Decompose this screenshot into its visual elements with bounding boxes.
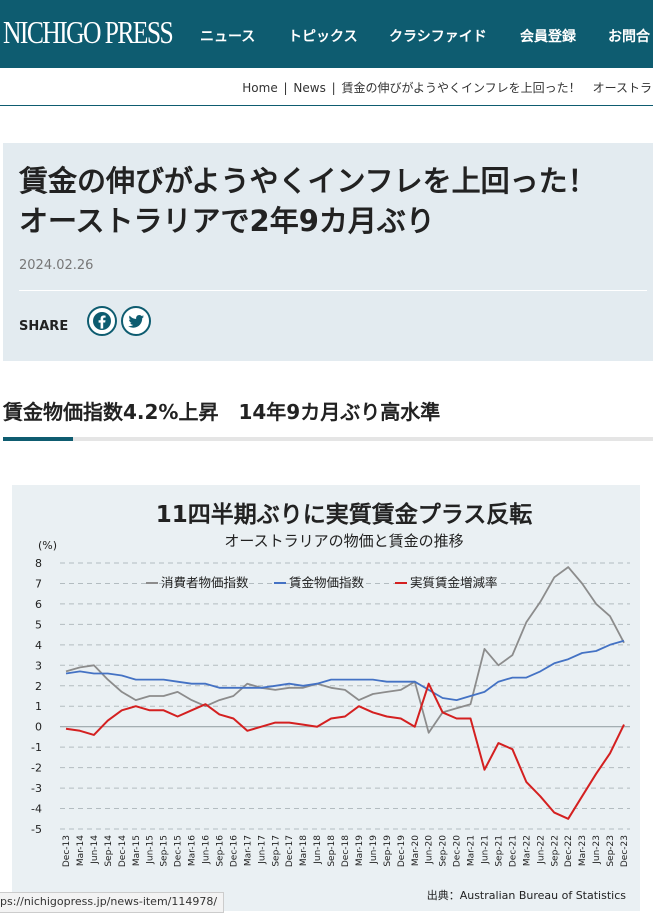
twitter-share-button[interactable] (121, 306, 151, 336)
nav-item-register[interactable]: 会員登録 (520, 29, 576, 45)
y-tick-label: 5 (35, 618, 42, 631)
x-tick-label: Mar-14 (76, 835, 86, 866)
breadcrumb: Home | News | 賃金の伸びがようやくインフレを上回った！ オーストラ (241, 79, 653, 96)
x-tick-label: Dec-18 (341, 835, 351, 867)
divider (19, 290, 647, 291)
x-tick-label: Dec-23 (620, 835, 630, 867)
y-tick-label: 0 (35, 721, 42, 734)
x-tick-label: Jun-21 (481, 835, 491, 865)
nav-item-classified[interactable]: クラシファイド (389, 29, 487, 45)
x-tick-label: Mar-15 (132, 835, 142, 866)
x-tick-label: Dec-15 (174, 835, 184, 867)
series-line-2 (65, 639, 625, 702)
y-tick-label: 6 (35, 598, 42, 611)
x-tick-label: Dec-17 (285, 835, 295, 867)
x-tick-label: Sep-19 (383, 835, 393, 867)
nav-item-news[interactable]: ニュース (200, 29, 256, 45)
breadcrumb-divider (0, 105, 653, 106)
legend-label: 消費者物価指数 (161, 575, 249, 590)
breadcrumb-news[interactable]: News (293, 81, 326, 95)
article-date: 2024.02.26 (19, 258, 94, 273)
x-tick-label: Jun-22 (536, 835, 546, 865)
x-tick-label: Mar-22 (522, 835, 532, 866)
y-tick-label: 1 (35, 700, 42, 713)
x-tick-label: Jun-23 (592, 835, 602, 865)
x-tick-label: Dec-20 (453, 835, 463, 867)
x-tick-label: Sep-21 (494, 835, 504, 867)
x-tick-label: Sep-22 (550, 835, 560, 867)
heading-underline-accent (3, 437, 73, 441)
section-heading: 賃金物価指数4.2%上昇 14年9カ月ぶり高水準 (3, 400, 441, 424)
breadcrumb-separator: | (331, 81, 336, 95)
x-tick-label: Jun-15 (146, 835, 156, 865)
y-tick-label: -3 (31, 782, 42, 795)
nav-item-contact[interactable]: お問合 (608, 29, 650, 45)
share-label: SHARE (19, 319, 69, 334)
x-tick-label: Dec-22 (564, 835, 574, 867)
chart-source: 出典：Australian Bureau of Statistics (427, 888, 627, 902)
y-tick-label: -5 (31, 823, 42, 836)
chart-subtitle: オーストラリアの物価と賃金の推移 (224, 532, 464, 550)
x-tick-label: Mar-18 (299, 835, 309, 866)
x-tick-label: Sep-16 (215, 835, 225, 867)
legend-label: 実質賃金増減率 (410, 575, 498, 590)
y-tick-label: 4 (35, 639, 42, 652)
x-tick-label: Jun-20 (425, 835, 435, 865)
y-tick-label: 2 (35, 680, 42, 693)
breadcrumb-home[interactable]: Home (242, 81, 278, 95)
facebook-share-button[interactable] (87, 306, 117, 336)
x-tick-label: Mar-23 (578, 835, 588, 866)
chart-title: 11四半期ぶりに実質賃金プラス反転 (155, 502, 533, 528)
x-tick-label: Dec-19 (397, 835, 407, 867)
y-tick-label: 3 (35, 659, 42, 672)
x-tick-label: Mar-21 (467, 835, 477, 866)
x-tick-label: Dec-14 (118, 835, 128, 867)
facebook-icon (93, 312, 111, 330)
y-tick-label: -4 (31, 803, 42, 816)
x-tick-label: Sep-18 (327, 835, 337, 867)
x-tick-label: Mar-20 (411, 835, 421, 866)
x-tick-label: Sep-20 (439, 835, 449, 867)
y-axis-label: (%) (38, 539, 57, 552)
x-tick-label: Dec-13 (62, 835, 72, 867)
heading-underline (3, 437, 653, 441)
twitter-icon (128, 315, 144, 328)
x-tick-label: Jun-17 (257, 835, 267, 865)
x-tick-label: Jun-19 (369, 835, 379, 865)
y-tick-label: 7 (35, 577, 42, 590)
x-tick-label: Dec-21 (508, 835, 518, 867)
nav-item-topics[interactable]: トピックス (288, 29, 358, 45)
x-tick-label: Sep-14 (104, 835, 114, 867)
breadcrumb-current: 賃金の伸びがようやくインフレを上回った！ オーストラ (341, 81, 652, 95)
series-line-3 (65, 682, 625, 820)
y-tick-label: -1 (31, 741, 42, 754)
y-tick-label: -2 (31, 762, 42, 775)
breadcrumb-separator: | (283, 81, 288, 95)
x-tick-label: Sep-17 (271, 835, 281, 867)
x-tick-label: Mar-17 (243, 835, 253, 866)
x-tick-label: Mar-16 (188, 835, 198, 866)
x-tick-label: Mar-19 (355, 835, 365, 866)
series-line-1 (65, 566, 625, 734)
y-tick-label: 8 (35, 557, 42, 570)
x-tick-label: Jun-16 (202, 835, 212, 865)
legend-label: 賃金物価指数 (289, 575, 365, 590)
x-tick-label: Dec-16 (229, 835, 239, 867)
line-chart: (%) 8 7 6 5 4 3 2 1 0 -1 -2 -3 -4 -5 Dec-13 Mar-14 Jun-14… (31, 539, 630, 902)
article-title: 賃金の伸びがようやくインフレを上回った！ オーストラリアで2年9カ月ぶり (19, 164, 626, 238)
top-header: NICHIGO PRESS ニュース トピックス クラシファイド 会員登録 お問… (0, 0, 653, 68)
x-tick-label: Jun-18 (313, 835, 323, 865)
x-tick-label: Jun-14 (90, 835, 100, 865)
article-header: 賃金の伸びがようやくインフレを上回った！ オーストラリアで2年9カ月ぶり 202… (3, 143, 653, 361)
x-tick-label: Sep-15 (160, 835, 170, 867)
x-tick-label: Sep-23 (606, 835, 616, 867)
status-bar-url: ps://nichigopress.jp/news-item/114978/ (0, 892, 225, 913)
site-logo[interactable]: NICHIGO PRESS (3, 14, 174, 50)
chart-image: 11四半期ぶりに実質賃金プラス反転 オーストラリアの物価と賃金の推移 (%) 8 7… (12, 485, 640, 911)
